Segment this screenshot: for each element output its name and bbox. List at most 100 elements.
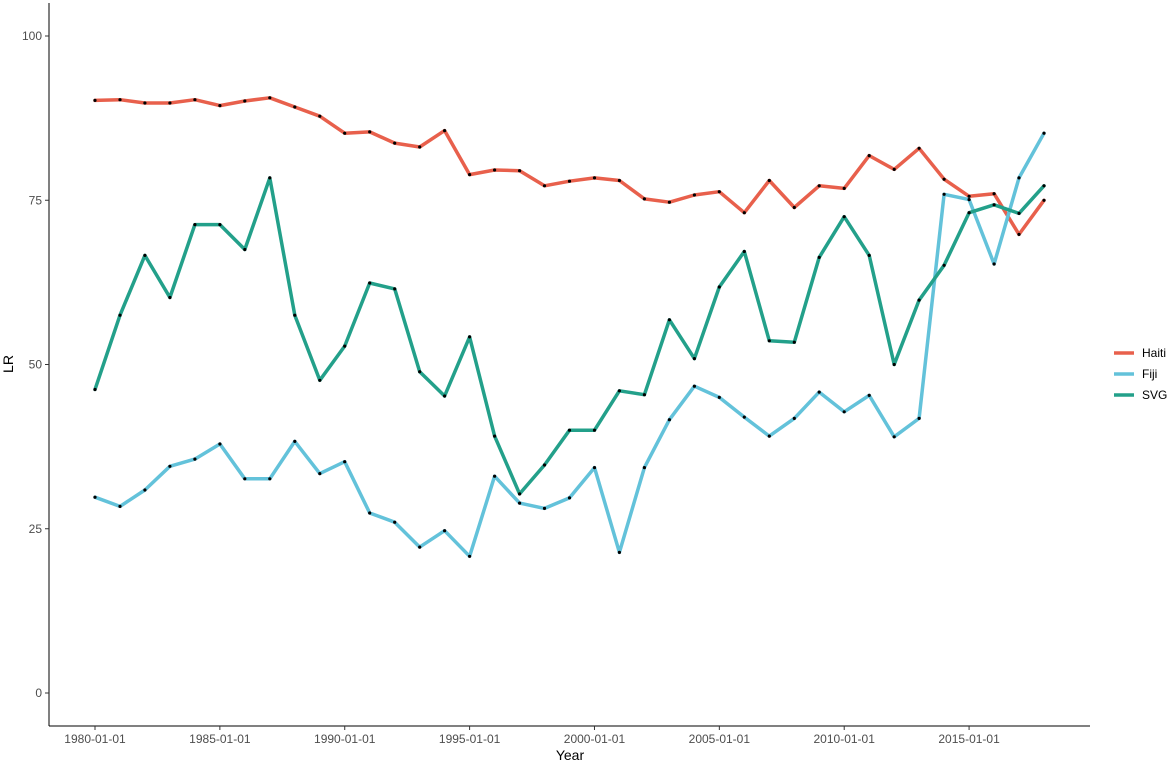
data-point-fiji xyxy=(293,439,297,443)
data-point-fiji xyxy=(567,496,572,500)
data-point-fiji xyxy=(418,545,422,549)
data-point-svg xyxy=(892,362,896,367)
data-point-haiti xyxy=(143,101,147,105)
data-point-haiti xyxy=(617,178,622,183)
data-point-fiji xyxy=(368,511,372,515)
data-point-fiji xyxy=(667,418,672,422)
x-tick-label: 1995-01-01 xyxy=(439,732,501,746)
data-point-haiti xyxy=(792,205,796,210)
data-point-fiji xyxy=(967,198,971,202)
data-point-haiti xyxy=(293,105,297,109)
data-point-svg xyxy=(642,393,647,397)
data-point-svg xyxy=(243,247,247,252)
data-point-svg xyxy=(418,370,422,374)
y-tick-label: 75 xyxy=(29,193,43,207)
data-point-fiji xyxy=(1042,131,1046,135)
data-point-fiji xyxy=(642,466,647,470)
y-tick-label: 100 xyxy=(22,29,42,43)
data-point-haiti xyxy=(592,176,597,180)
y-tick-label: 25 xyxy=(29,522,43,536)
data-point-fiji xyxy=(518,501,522,505)
data-point-fiji xyxy=(817,390,821,394)
data-point-fiji xyxy=(692,384,697,388)
data-point-svg xyxy=(817,255,821,259)
data-point-svg xyxy=(518,492,522,496)
data-point-haiti xyxy=(318,114,322,118)
data-point-svg xyxy=(393,287,397,291)
data-point-haiti xyxy=(518,169,522,173)
x-axis-title: Year xyxy=(556,747,585,763)
data-point-haiti xyxy=(468,173,472,177)
data-point-svg xyxy=(867,253,871,257)
data-point-haiti xyxy=(917,146,921,150)
data-point-haiti xyxy=(168,101,172,105)
data-point-fiji xyxy=(992,262,996,266)
data-point-haiti xyxy=(118,98,122,102)
x-tick-label: 2000-01-01 xyxy=(564,732,626,746)
series-line-haiti xyxy=(93,96,1046,237)
data-point-fiji xyxy=(917,416,921,420)
data-point-svg xyxy=(717,285,721,289)
data-point-haiti xyxy=(942,177,946,181)
data-point-svg xyxy=(917,298,921,302)
data-point-haiti xyxy=(218,104,222,108)
data-point-haiti xyxy=(567,179,572,183)
legend-label-fiji: Fiji xyxy=(1142,367,1157,381)
data-point-fiji xyxy=(792,416,796,420)
data-point-fiji xyxy=(118,504,122,508)
legend-label-haiti: Haiti xyxy=(1142,346,1166,360)
data-point-svg xyxy=(767,339,771,343)
data-point-svg xyxy=(967,211,971,215)
data-point-svg xyxy=(792,340,796,344)
data-point-svg xyxy=(368,281,372,285)
data-point-haiti xyxy=(268,96,272,100)
data-point-fiji xyxy=(542,506,547,510)
x-tick-label: 1990-01-01 xyxy=(314,732,376,746)
x-tick-label: 2005-01-01 xyxy=(689,732,751,746)
data-point-haiti xyxy=(642,197,647,201)
data-point-svg xyxy=(992,203,996,207)
data-point-svg xyxy=(143,253,147,257)
data-point-svg xyxy=(567,428,572,432)
data-point-fiji xyxy=(243,477,247,481)
data-point-haiti xyxy=(542,184,547,188)
chart-axes: 0 25 50 75 100 1980-01-01 1985-01-01 1990-01-01… xyxy=(22,3,1090,746)
y-tick-label: 50 xyxy=(29,358,43,372)
data-point-svg xyxy=(168,295,172,300)
data-point-svg xyxy=(468,335,472,339)
data-point-fiji xyxy=(168,464,172,468)
data-point-svg xyxy=(1042,184,1046,188)
data-point-haiti xyxy=(418,145,422,149)
data-point-haiti xyxy=(842,186,846,190)
data-point-fiji xyxy=(468,554,472,558)
y-tick-label: 0 xyxy=(35,686,42,700)
data-point-haiti xyxy=(368,130,372,134)
data-point-fiji xyxy=(493,474,497,478)
data-point-haiti xyxy=(742,211,746,215)
data-point-fiji xyxy=(268,477,272,481)
data-point-svg xyxy=(443,394,447,398)
data-point-svg xyxy=(118,313,122,317)
data-point-haiti xyxy=(93,98,97,102)
data-point-fiji xyxy=(443,529,447,533)
data-point-fiji xyxy=(193,457,197,461)
y-axis-title: LR xyxy=(0,355,16,373)
x-tick-label: 2010-01-01 xyxy=(814,732,876,746)
x-tick-label: 1985-01-01 xyxy=(189,732,251,746)
data-point-haiti xyxy=(343,131,347,135)
data-point-fiji xyxy=(318,472,322,476)
data-point-haiti xyxy=(1042,198,1046,202)
data-point-fiji xyxy=(1017,176,1021,180)
data-point-fiji xyxy=(717,395,721,399)
data-point-haiti xyxy=(992,192,996,196)
series-line-svg xyxy=(93,176,1046,496)
data-point-fiji xyxy=(393,520,397,524)
data-point-fiji xyxy=(867,393,871,397)
data-point-haiti xyxy=(493,168,497,172)
data-point-svg xyxy=(218,223,222,227)
data-point-haiti xyxy=(892,167,896,171)
data-point-fiji xyxy=(143,488,147,492)
x-tick-label: 1980-01-01 xyxy=(64,732,126,746)
data-point-fiji xyxy=(617,550,622,555)
